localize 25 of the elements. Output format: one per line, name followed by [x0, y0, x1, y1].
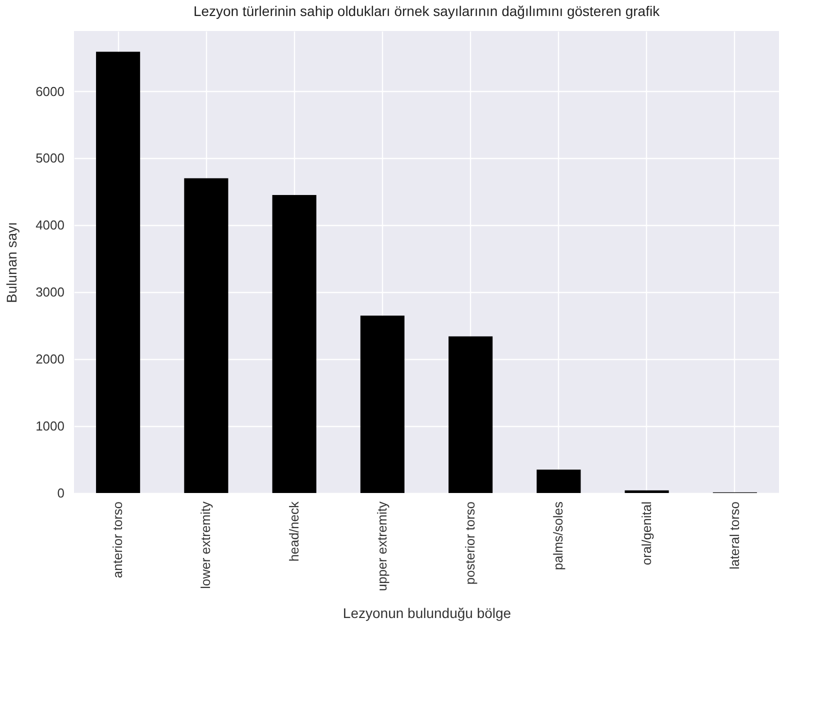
x-tick-label: lateral torso: [726, 502, 742, 570]
x-tick-label: upper extremity: [374, 501, 390, 592]
y-tick-label: 4000: [36, 218, 64, 233]
y-tick-label: 6000: [36, 84, 64, 99]
bar: [184, 178, 228, 493]
x-axis-title: Lezyonun bulunduğu bölge: [342, 605, 512, 622]
bar: [272, 195, 316, 493]
y-tick-label: 2000: [36, 352, 64, 367]
x-tick-label: anterior torso: [110, 502, 126, 578]
bar: [96, 52, 140, 493]
y-axis-title: Bulunan sayı: [4, 222, 20, 303]
x-tick-label: lower extremity: [198, 501, 214, 589]
x-tick-label: palms/soles: [550, 501, 566, 570]
bar: [360, 316, 404, 493]
x-tick-label: head/neck: [286, 501, 302, 562]
bar: [448, 336, 493, 493]
y-tick-label: 0: [57, 486, 64, 500]
y-tick-label: 3000: [36, 284, 64, 300]
y-tick-label: 5000: [36, 150, 64, 166]
y-tick-label: 1000: [36, 418, 64, 434]
bar: [624, 490, 669, 493]
chart-title: Lezyon türlerinin sahip oldukları örnek sayılarının dağılımını gösteren grafik: [193, 3, 661, 19]
bar: [536, 470, 581, 493]
x-tick-label: posterior torso: [462, 502, 478, 585]
x-tick-label: oral/genital: [638, 501, 654, 566]
